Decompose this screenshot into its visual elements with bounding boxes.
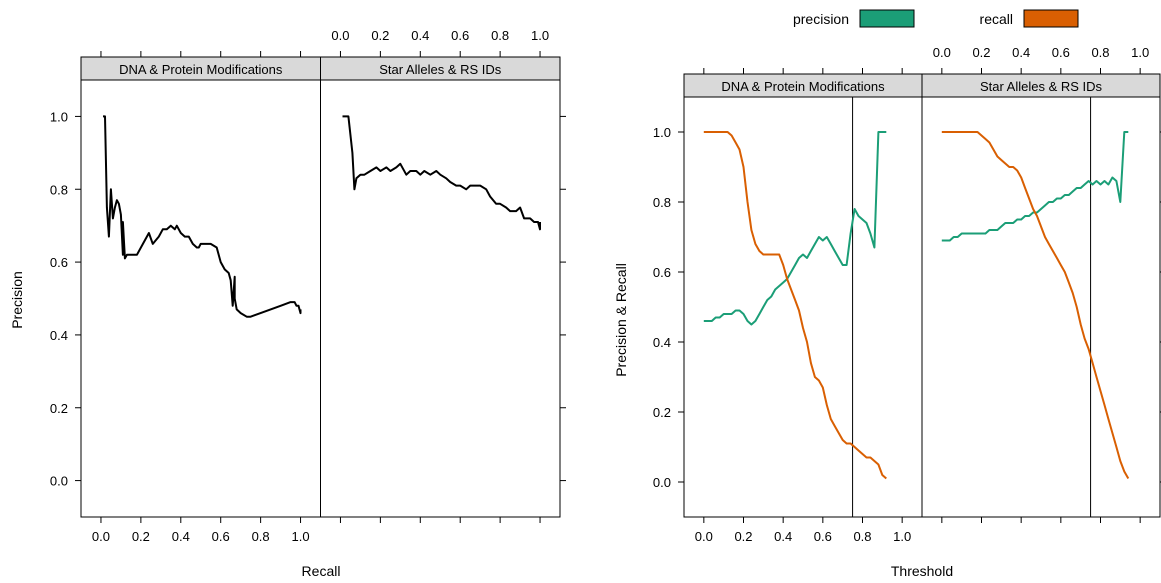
right-xtick-label-top-2: 0.4 (1012, 45, 1030, 60)
left-xtick-label-bottom-3: 0.6 (212, 529, 230, 544)
left-ytick-label-0: 0.0 (50, 474, 68, 489)
right-xtick-label-bottom-4: 0.8 (853, 529, 871, 544)
left-xtick-label-top-2: 0.4 (411, 28, 429, 43)
right-ytick-label-2: 0.4 (653, 335, 671, 350)
left-panel-2-series-1-line (342, 115, 541, 231)
left-xtick-label-top-0: 0.0 (331, 28, 349, 43)
right-ytick-label-5: 1.0 (653, 125, 671, 140)
right-panel-1: DNA & Protein Modifications (684, 74, 922, 517)
right-panel-2-recall-line (941, 131, 1130, 479)
right-xtick-label-bottom-5: 1.0 (893, 529, 911, 544)
left-strip-label-1: DNA & Protein Modifications (119, 62, 283, 77)
right-xtick-label-top-1: 0.2 (972, 45, 990, 60)
left-xtick-label-bottom-2: 0.4 (172, 529, 190, 544)
legend: precision recall (793, 9, 1079, 28)
left-panel-1-series-1-line (103, 115, 302, 318)
left-xtick-label-bottom-4: 0.8 (252, 529, 270, 544)
left-strip-label-2: Star Alleles & RS IDs (379, 62, 502, 77)
legend-label-precision: precision (793, 11, 849, 27)
legend-label-recall: recall (980, 11, 1013, 27)
right-xtick-label-bottom-0: 0.0 (695, 529, 713, 544)
right-ytick-label-3: 0.6 (653, 265, 671, 280)
right-xtick-label-bottom-1: 0.2 (734, 529, 752, 544)
right-xtick-label-bottom-2: 0.4 (774, 529, 792, 544)
left-xtick-label-bottom-1: 0.2 (132, 529, 150, 544)
right-ytick-label-0: 0.0 (653, 475, 671, 490)
left-ylabel: Precision (9, 271, 25, 329)
right-strip-label-2: Star Alleles & RS IDs (980, 79, 1103, 94)
left-xtick-label-top-3: 0.6 (451, 28, 469, 43)
left-xtick-label-top-4: 0.8 (491, 28, 509, 43)
left-ytick-label-1: 0.2 (50, 401, 68, 416)
right-strip-label-1: DNA & Protein Modifications (721, 79, 885, 94)
left-ytick-label-3: 0.6 (50, 255, 68, 270)
right-xtick-label-top-5: 1.0 (1131, 45, 1149, 60)
right-panel-1-recall-line (703, 131, 887, 480)
left-xtick-label-bottom-0: 0.0 (92, 529, 110, 544)
right-xtick-label-top-4: 0.8 (1091, 45, 1109, 60)
right-xtick-label-top-0: 0.0 (933, 45, 951, 60)
left-xtick-label-top-5: 1.0 (531, 28, 549, 43)
right-ylabel: Precision & Recall (613, 263, 629, 377)
left-ytick-label-2: 0.4 (50, 328, 68, 343)
right-panel-1-precision-line (703, 131, 887, 326)
right-ytick-label-4: 0.8 (653, 195, 671, 210)
right-ytick-label-1: 0.2 (653, 405, 671, 420)
right-panel-2-precision-line (941, 131, 1129, 242)
left-xlabel: Recall (302, 563, 341, 579)
left-panel-2: Star Alleles & RS IDs (320, 57, 560, 231)
right-xlabel: Threshold (891, 563, 953, 579)
right-xtick-label-top-3: 0.6 (1052, 45, 1070, 60)
left-ytick-label-5: 1.0 (50, 109, 68, 124)
legend-swatch-precision (859, 9, 915, 28)
right-xtick-label-bottom-3: 0.6 (814, 529, 832, 544)
precision-recall-chart: DNA & Protein Modifications Star Alleles … (50, 28, 566, 544)
left-panel-1: DNA & Protein Modifications (81, 57, 321, 318)
left-strip-1 (81, 57, 321, 80)
threshold-chart: DNA & Protein Modifications Star Alleles … (653, 45, 1161, 544)
right-strip-1 (684, 74, 922, 97)
left-ytick-label-4: 0.8 (50, 182, 68, 197)
right-panel-2: Star Alleles & RS IDs (922, 74, 1160, 517)
left-xtick-label-top-1: 0.2 (371, 28, 389, 43)
left-xtick-label-bottom-5: 1.0 (292, 529, 310, 544)
left-strip-2 (320, 57, 560, 80)
legend-swatch-recall (1023, 9, 1079, 28)
right-strip-2 (922, 74, 1160, 97)
